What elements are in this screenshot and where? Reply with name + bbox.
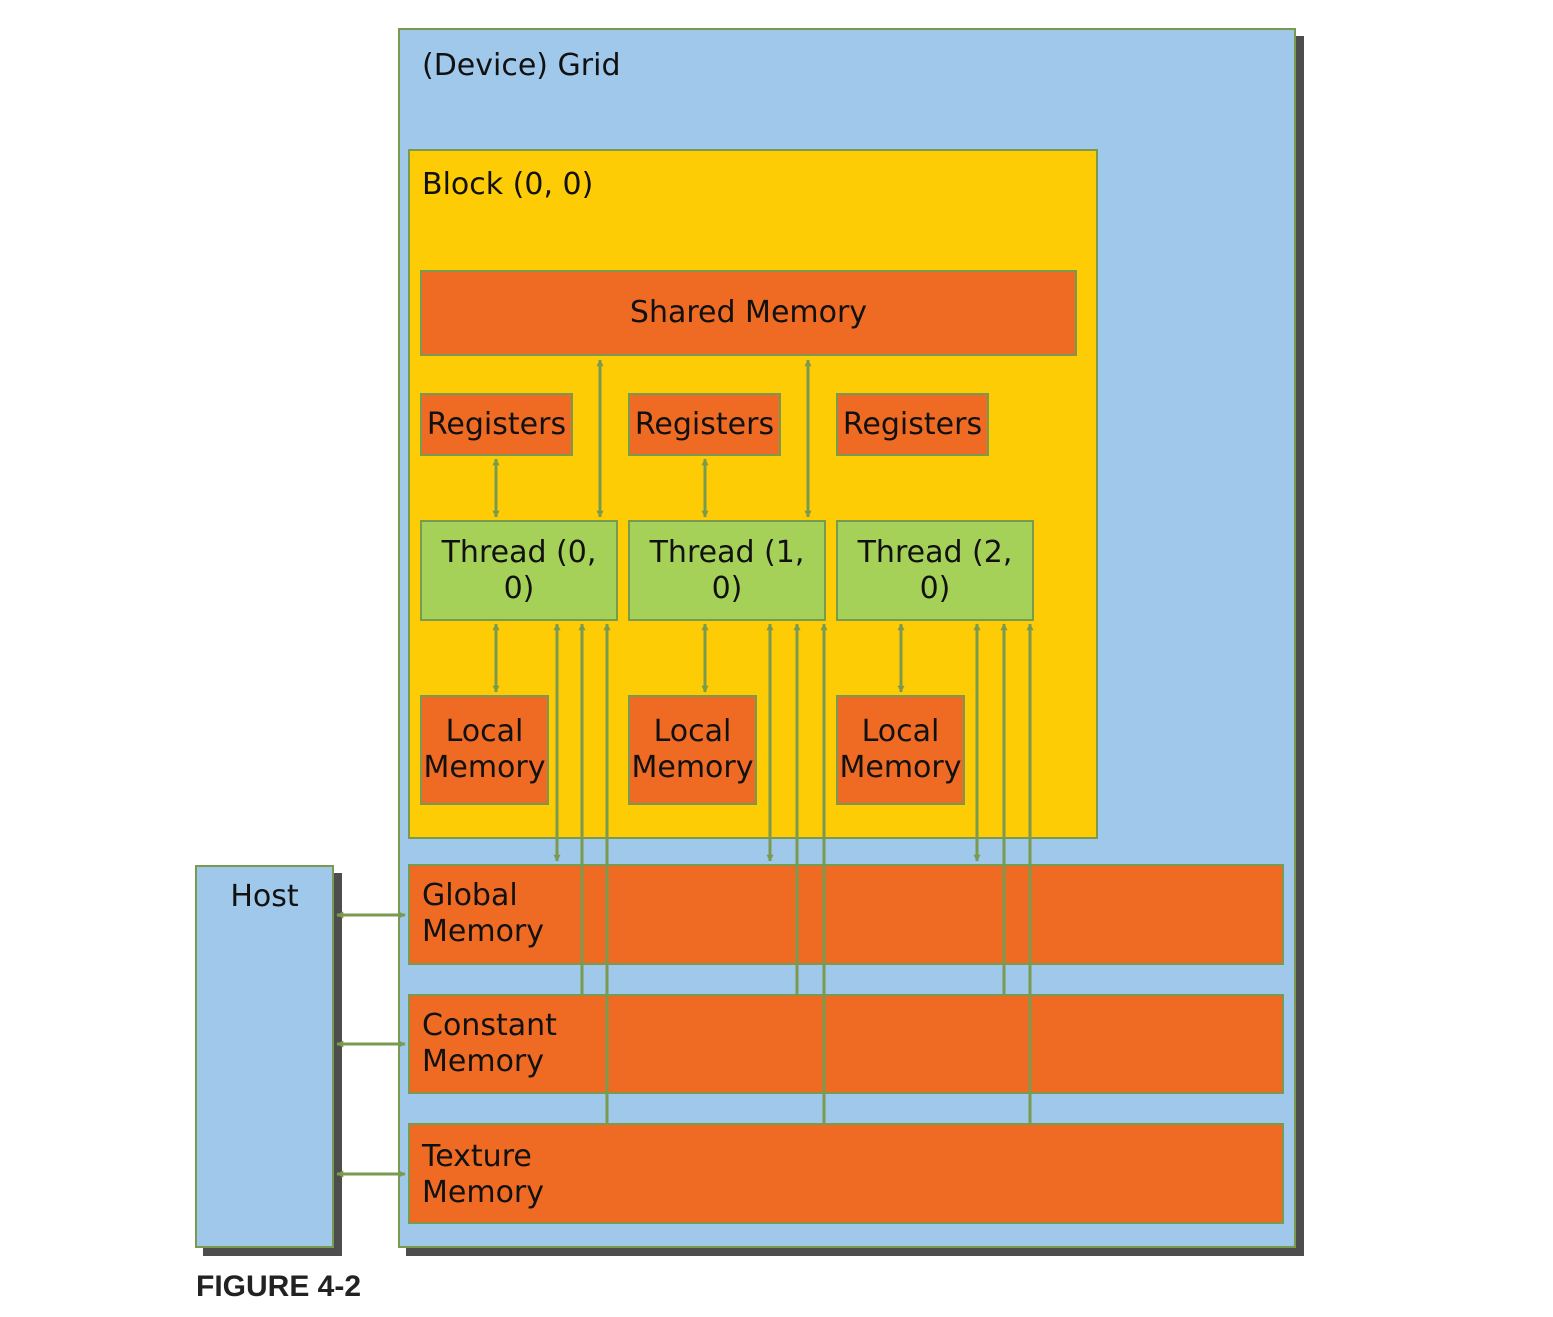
device-grid-label: (Device) Grid [422,48,621,83]
thread-0-label: Thread (0, 0) [441,534,597,606]
local-memory-1-label: Local Memory [631,714,754,785]
global-memory-label: Global Memory [422,878,545,949]
constant-memory-label: Constant Memory [422,1008,557,1079]
thread-0: Thread (0, 0) [420,520,618,621]
thread-1-label: Thread (1, 0) [649,534,805,606]
global-memory: Global Memory [408,864,1284,965]
local-memory-0: Local Memory [420,695,549,805]
shared-memory-label: Shared Memory [629,295,868,330]
figure-caption: FIGURE 4-2 [196,1270,362,1303]
local-memory-2: Local Memory [836,695,965,805]
registers-1: Registers [628,393,781,456]
local-memory-1: Local Memory [628,695,757,805]
registers-2-label: Registers [842,406,983,442]
registers-1-label: Registers [634,406,775,442]
registers-0: Registers [420,393,573,456]
thread-2: Thread (2, 0) [836,520,1034,621]
thread-1: Thread (1, 0) [628,520,826,621]
host-label: Host [230,879,299,914]
local-memory-2-label: Local Memory [839,714,962,785]
constant-memory: Constant Memory [408,994,1284,1094]
thread-2-label: Thread (2, 0) [857,534,1013,606]
registers-0-label: Registers [426,406,567,442]
block-label: Block (0, 0) [422,167,594,202]
texture-memory: Texture Memory [408,1123,1284,1224]
texture-memory-label: Texture Memory [422,1139,545,1210]
registers-2: Registers [836,393,989,456]
shared-memory: Shared Memory [420,270,1077,356]
local-memory-0-label: Local Memory [423,714,546,785]
host: Host [195,865,334,1248]
